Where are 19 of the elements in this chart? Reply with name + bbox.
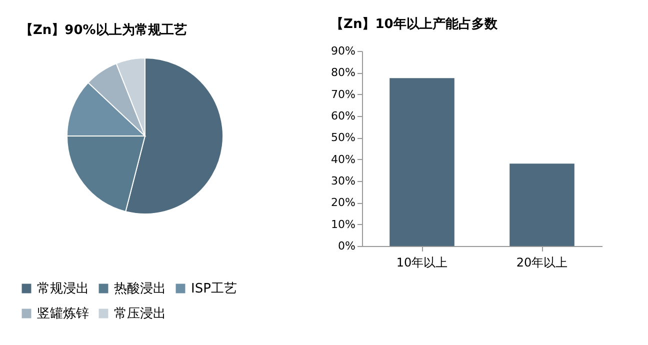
chart-title: 【Zn】90%以上为常规工艺 bbox=[20, 22, 187, 38]
legend-label: 常压浸出 bbox=[114, 306, 166, 322]
y-tick-label: 90% bbox=[331, 44, 356, 58]
chart-title: 【Zn】10年以上产能占多数 bbox=[330, 16, 498, 32]
y-tick-label: 0% bbox=[338, 240, 356, 252]
y-tick-label: 50% bbox=[331, 131, 356, 144]
y-tick-label: 10% bbox=[331, 218, 356, 231]
y-tick-label: 70% bbox=[331, 88, 356, 101]
legend-label: 竖罐炼锌 bbox=[37, 306, 89, 322]
x-tick-label: 10年以上 bbox=[396, 256, 448, 270]
y-tick-label: 30% bbox=[331, 174, 356, 188]
legend-label: 热酸浸出 bbox=[114, 282, 166, 297]
x-tick-label: 20年以上 bbox=[516, 256, 568, 270]
y-tick-label: 20% bbox=[331, 196, 356, 210]
legend-label: 常规浸出 bbox=[37, 282, 89, 297]
y-tick-label: 60% bbox=[331, 110, 356, 122]
y-tick-label: 40% bbox=[331, 152, 356, 166]
y-tick-label: 80% bbox=[331, 66, 356, 80]
legend-label: ISP工艺 bbox=[191, 282, 237, 297]
